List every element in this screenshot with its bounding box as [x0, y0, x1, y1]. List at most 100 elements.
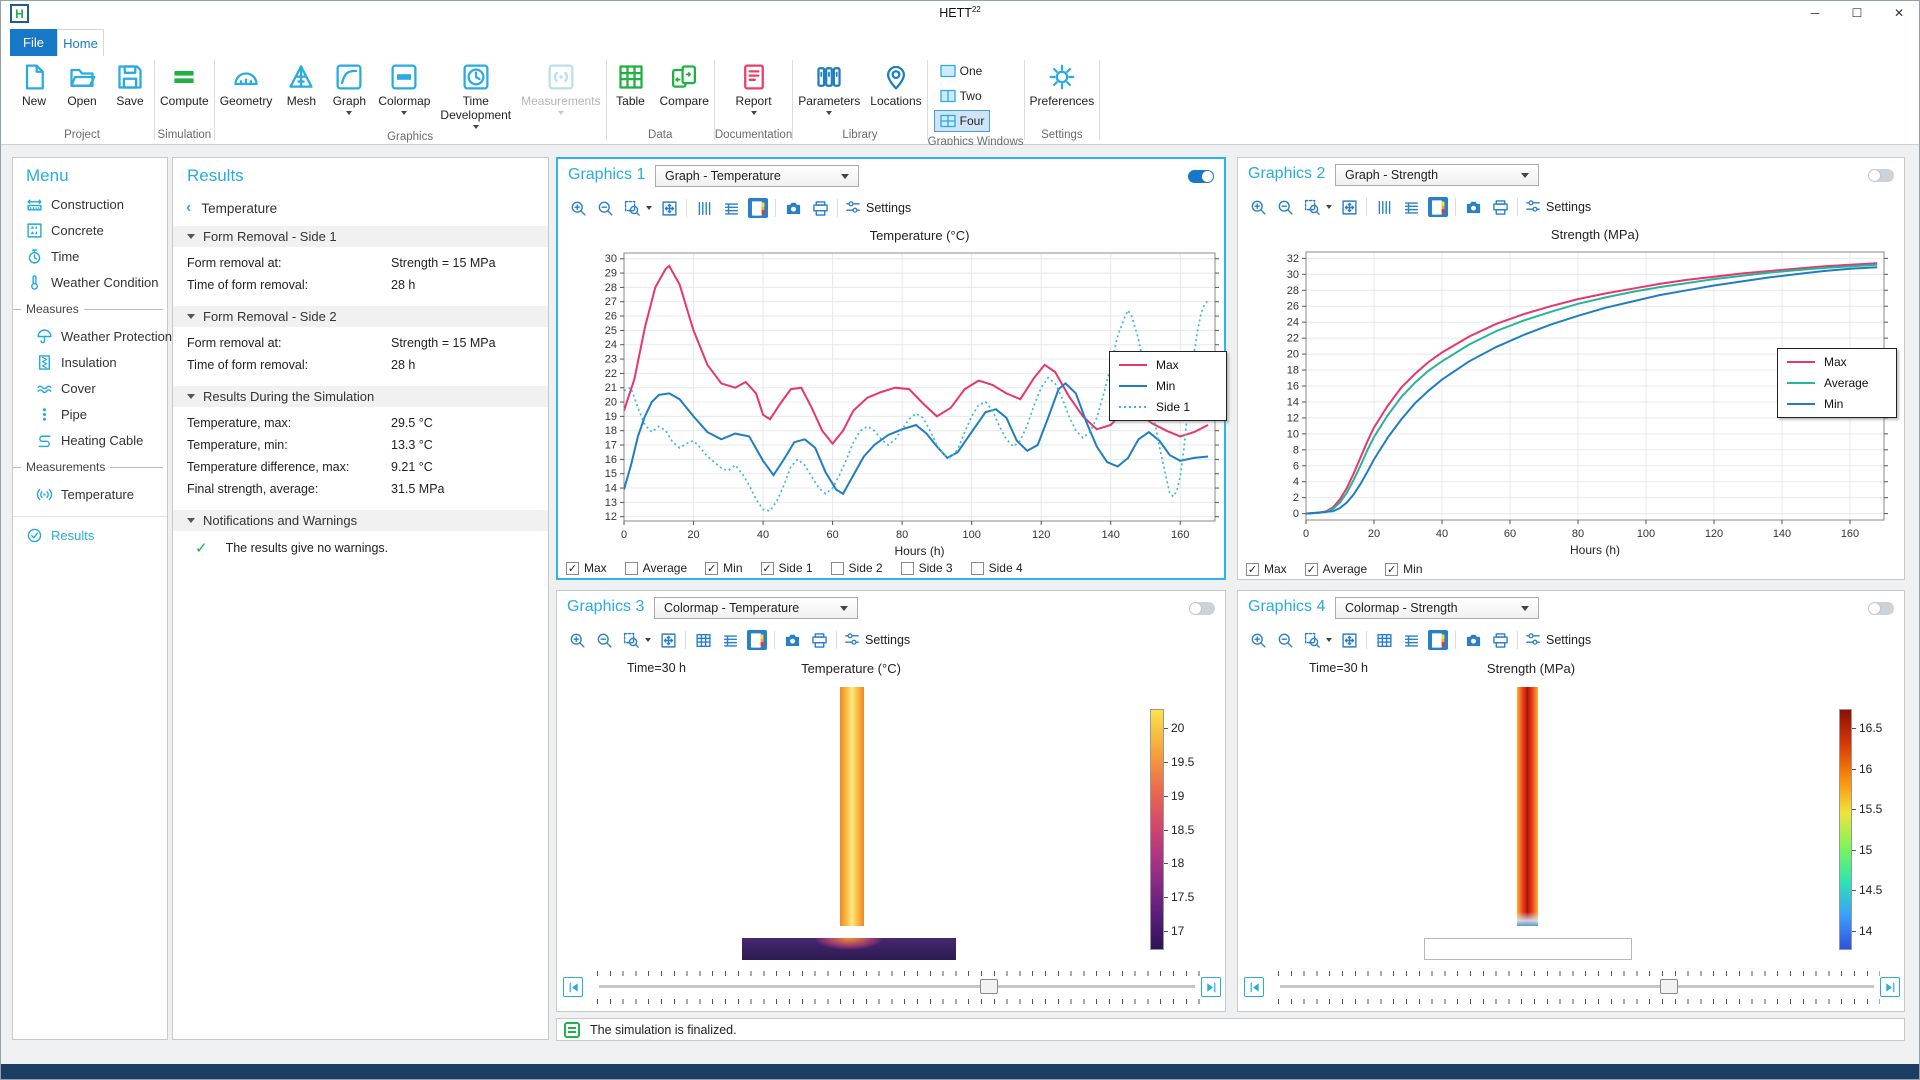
series-checkbox-max[interactable]: ✓ Max — [1246, 562, 1287, 576]
series-checkbox-min[interactable]: ✓ Min — [705, 561, 743, 575]
series-checkbox-average[interactable]: Average — [624, 561, 687, 575]
chevron-down-icon[interactable] — [646, 206, 652, 210]
zoom-out-icon[interactable] — [1275, 197, 1295, 217]
zoom-out-icon[interactable] — [595, 198, 615, 218]
chevron-down-icon[interactable] — [645, 638, 651, 642]
prev-frame-button[interactable] — [563, 977, 583, 997]
save-button[interactable]: Save — [106, 59, 154, 111]
grid-vertical-icon[interactable] — [694, 198, 714, 218]
series-checkbox-max[interactable]: ✓ Max — [566, 561, 607, 575]
layout-option-two[interactable]: Two — [934, 85, 988, 107]
table-button[interactable]: Table — [607, 59, 655, 111]
settings-button[interactable]: Settings — [845, 199, 911, 218]
series-checkbox-min[interactable]: ✓ Min — [1385, 562, 1423, 576]
colorbar-mini-icon[interactable] — [1428, 630, 1448, 650]
slider-track[interactable] — [1280, 979, 1874, 994]
zoom-out-icon[interactable] — [594, 630, 614, 650]
results-section-header[interactable]: Form Removal - Side 2 — [173, 306, 548, 327]
sidebar-item-results[interactable]: Results — [25, 523, 179, 547]
series-checkbox-average[interactable]: ✓ Average — [1304, 562, 1367, 576]
table-mini-icon[interactable] — [693, 630, 713, 650]
chevron-down-icon[interactable] — [1326, 638, 1332, 642]
settings-button[interactable]: Settings — [1525, 631, 1591, 650]
sidebar-item-weather-condition[interactable]: Weather Condition — [25, 270, 179, 294]
camera-icon[interactable] — [1463, 630, 1483, 650]
camera-icon[interactable] — [782, 630, 802, 650]
sidebar-item-concrete[interactable]: Concrete — [25, 218, 179, 242]
tab-home[interactable]: Home — [57, 29, 104, 56]
prev-frame-button[interactable] — [1244, 977, 1264, 997]
compare-button[interactable]: Compare — [655, 59, 714, 111]
grid-horizontal-icon[interactable] — [721, 198, 741, 218]
back-chevron-icon[interactable]: ‹ — [186, 199, 192, 216]
sidebar-item-heating-cable[interactable]: Heating Cable — [25, 428, 179, 452]
series-checkbox-side-2[interactable]: Side 2 — [830, 561, 883, 575]
panel-toggle[interactable] — [1868, 602, 1894, 615]
slider-track[interactable] — [599, 979, 1195, 994]
grid-vertical-icon[interactable] — [1374, 197, 1394, 217]
sidebar-item-temperature[interactable]: Temperature — [25, 482, 179, 506]
sidebar-item-time[interactable]: Time — [25, 244, 179, 268]
slider-handle[interactable] — [980, 979, 998, 994]
colorbar-mini-icon[interactable] — [1428, 197, 1448, 217]
view-select[interactable]: Graph - Strength — [1335, 164, 1539, 186]
zoom-box-icon[interactable] — [622, 198, 642, 218]
colorbar-mini-icon[interactable] — [747, 630, 767, 650]
sidebar-item-insulation[interactable]: Insulation — [25, 350, 179, 374]
printer-icon[interactable] — [1490, 630, 1510, 650]
table-mini-icon[interactable] — [1374, 630, 1394, 650]
geometry-button[interactable]: Geometry — [215, 59, 278, 111]
zoom-in-icon[interactable] — [567, 630, 587, 650]
series-checkbox-side-4[interactable]: Side 4 — [970, 561, 1023, 575]
printer-icon[interactable] — [809, 630, 829, 650]
fit-view-icon[interactable] — [659, 198, 679, 218]
locations-button[interactable]: Locations — [865, 59, 926, 111]
chevron-down-icon[interactable] — [1326, 205, 1332, 209]
view-select[interactable]: Graph - Temperature — [655, 165, 859, 187]
zoom-out-icon[interactable] — [1275, 630, 1295, 650]
sidebar-item-pipe[interactable]: Pipe — [25, 402, 179, 426]
tab-file[interactable]: File — [10, 29, 57, 56]
results-section-header[interactable]: Form Removal - Side 1 — [173, 226, 548, 247]
camera-icon[interactable] — [1463, 197, 1483, 217]
layout-option-four[interactable]: Four — [933, 110, 991, 132]
layout-option-one[interactable]: One — [934, 60, 989, 82]
next-frame-button[interactable] — [1201, 977, 1221, 997]
camera-icon[interactable] — [783, 198, 803, 218]
report-button[interactable]: Report — [730, 59, 778, 117]
fit-view-icon[interactable] — [1339, 197, 1359, 217]
settings-button[interactable]: Settings — [1525, 198, 1591, 217]
time-development-button[interactable]: Time Development — [435, 59, 516, 131]
results-section-header[interactable]: Results During the Simulation — [173, 386, 548, 407]
graph-button[interactable]: Graph — [325, 59, 373, 117]
view-select[interactable]: Colormap - Strength — [1335, 597, 1539, 619]
colormap-button[interactable]: Colormap — [373, 59, 435, 117]
fit-view-icon[interactable] — [658, 630, 678, 650]
panel-toggle[interactable] — [1868, 169, 1894, 182]
sidebar-item-weather-protection[interactable]: Weather Protection — [25, 324, 179, 348]
slider-handle[interactable] — [1660, 979, 1678, 994]
minimize-button[interactable]: ─ — [1810, 6, 1820, 20]
parameters-button[interactable]: Parameters — [793, 59, 865, 117]
maximize-button[interactable]: ☐ — [1851, 6, 1863, 20]
colorbar-mini-icon[interactable] — [748, 198, 768, 218]
next-frame-button[interactable] — [1880, 977, 1900, 997]
zoom-box-icon[interactable] — [621, 630, 641, 650]
zoom-in-icon[interactable] — [568, 198, 588, 218]
new-button[interactable]: New — [10, 59, 58, 111]
panel-toggle[interactable] — [1189, 602, 1215, 615]
close-button[interactable]: ✕ — [1893, 6, 1905, 20]
sidebar-item-cover[interactable]: Cover — [25, 376, 179, 400]
fit-view-icon[interactable] — [1339, 630, 1359, 650]
grid-horizontal-icon[interactable] — [1401, 630, 1421, 650]
zoom-box-icon[interactable] — [1302, 197, 1322, 217]
printer-icon[interactable] — [1490, 197, 1510, 217]
series-checkbox-side-3[interactable]: Side 3 — [900, 561, 953, 575]
printer-icon[interactable] — [810, 198, 830, 218]
settings-button[interactable]: Settings — [844, 631, 910, 650]
sidebar-item-construction[interactable]: Construction — [25, 192, 179, 216]
zoom-in-icon[interactable] — [1248, 630, 1268, 650]
results-section-header[interactable]: Notifications and Warnings — [173, 510, 548, 531]
grid-horizontal-icon[interactable] — [1401, 197, 1421, 217]
compute-button[interactable]: Compute — [155, 59, 214, 111]
